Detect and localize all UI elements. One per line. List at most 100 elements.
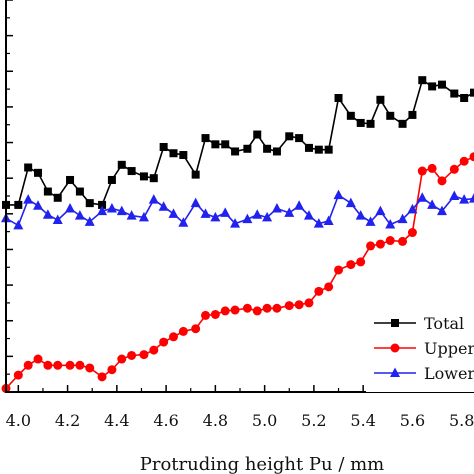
data-point-upper [242,303,252,313]
data-point-upper [334,265,344,275]
data-point-upper [191,324,201,334]
data-point-total [53,193,62,202]
x-axis-title: Protruding height Pu / mm [140,454,385,474]
data-point-upper [304,298,314,308]
data-point-upper [149,345,159,355]
data-point-total [450,89,459,98]
data-point-total [139,172,148,181]
data-point-total [437,80,446,89]
data-point-upper [13,370,23,380]
data-point-upper [210,309,220,319]
x-tick-label: 5.4 [350,411,375,430]
data-point-upper [139,350,149,360]
data-point-lower [116,205,127,216]
data-point-upper [53,360,63,370]
data-point-lower [407,203,418,214]
data-point-lower [313,218,324,228]
data-point-upper [107,365,117,375]
data-point-total [179,151,188,160]
data-point-lower [436,205,447,216]
legend-label-lower: Lower [424,364,474,383]
legend-label-upper: Upper [424,339,474,358]
data-point-total [243,144,252,153]
data-point-upper [33,354,43,364]
data-point-total [285,132,294,141]
data-point-lower [74,210,85,220]
data-point-upper [459,156,469,166]
data-point-total [253,130,262,139]
data-point-total [127,167,136,176]
legend-marker-total [391,319,399,327]
x-tick-label: 4.0 [6,411,31,430]
data-point-upper [230,305,240,315]
legend-item-total: Total [374,314,464,333]
data-point-lower [97,205,108,216]
data-point-total [43,187,52,196]
data-point-total [14,200,23,209]
data-point-upper [346,260,356,270]
series-total [2,76,474,209]
data-point-total [418,76,427,85]
data-point-total [428,82,437,91]
data-point-lower [333,189,344,200]
legend-marker-lower [390,367,400,377]
data-point-total [98,200,107,209]
data-point-total [346,111,355,120]
data-point-upper [385,236,395,246]
data-point-upper [97,372,107,382]
data-point-lower [178,217,189,227]
x-tick-label: 5.8 [449,411,474,430]
data-point-upper [220,306,230,316]
data-point-upper [178,326,188,336]
data-point-lower [23,194,34,204]
data-point-lower [469,193,474,203]
data-point-total [159,143,168,151]
data-point-upper [117,354,127,364]
data-point-total [107,175,116,184]
data-point-total [66,175,75,184]
legend-label-total: Total [424,314,464,333]
data-point-upper [23,360,33,370]
data-point-lower [355,210,366,220]
data-point-lower [220,207,231,217]
legend-items: Total Upper Lower [374,314,474,383]
data-point-upper [366,241,376,251]
data-point-total [34,168,43,177]
data-point-total [408,110,417,119]
legend-box-mask [366,306,474,392]
data-point-upper [168,332,178,342]
data-point-total [398,119,407,128]
data-point-upper [127,350,137,360]
data-point-total [304,143,313,152]
data-point-upper [375,239,385,249]
data-point-upper [398,236,408,246]
data-point-lower [252,209,263,219]
data-point-total [295,134,304,143]
data-point-total [314,145,323,154]
series-upper [1,152,474,393]
data-point-lower [242,213,253,224]
data-point-upper [294,300,304,310]
data-point-lower [427,199,438,209]
data-point-total [460,94,469,102]
data-point-lower [52,214,63,225]
data-point-lower [106,202,117,213]
legend-marker-upper [390,343,400,353]
data-point-upper [449,164,459,174]
data-point-lower [284,207,295,217]
data-point-lower [65,202,76,213]
data-point-total [117,160,126,169]
legend-item-upper: Upper [374,339,474,358]
data-point-lower [200,208,211,218]
series-line-total [6,78,474,206]
data-point-lower [459,194,470,204]
data-point-upper [43,360,53,370]
data-point-lower [375,205,386,216]
x-tick-label: 4.2 [55,411,80,430]
data-point-total [272,147,281,156]
data-point-total [324,145,333,154]
data-point-total [85,199,94,208]
series-lower [1,189,474,230]
